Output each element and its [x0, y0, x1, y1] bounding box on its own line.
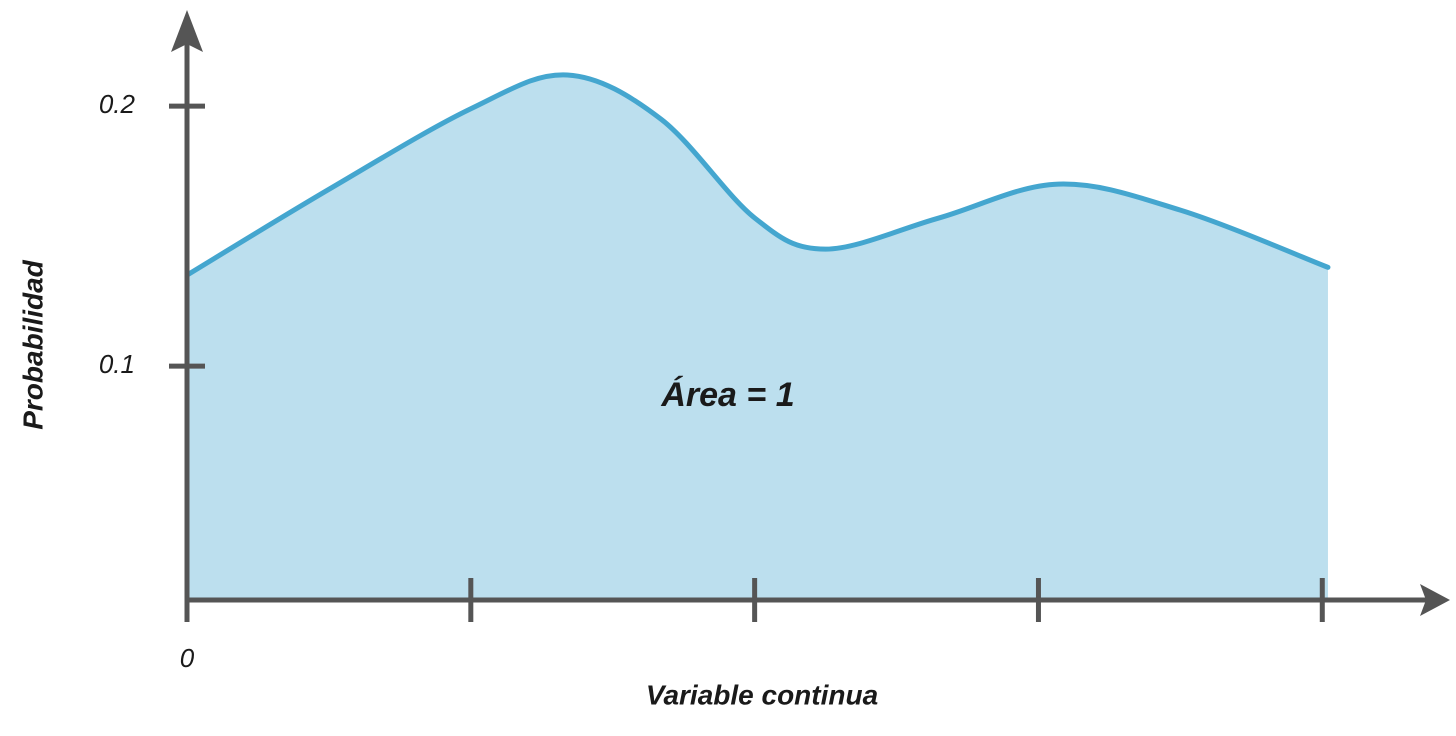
- y-axis-arrow: [171, 10, 203, 52]
- y-tick-label: 0.1: [99, 349, 135, 379]
- density-line: [184, 72, 1331, 278]
- x-tick-label: 0: [180, 643, 195, 673]
- x-axis-label: Variable continua: [646, 679, 878, 710]
- y-axis-label: Probabilidad: [17, 259, 48, 429]
- x-axis-arrow: [1420, 584, 1450, 616]
- y-tick-label: 0.2: [99, 89, 136, 119]
- annotation: Área = 1: [660, 376, 794, 414]
- area-fill: [187, 74, 1328, 600]
